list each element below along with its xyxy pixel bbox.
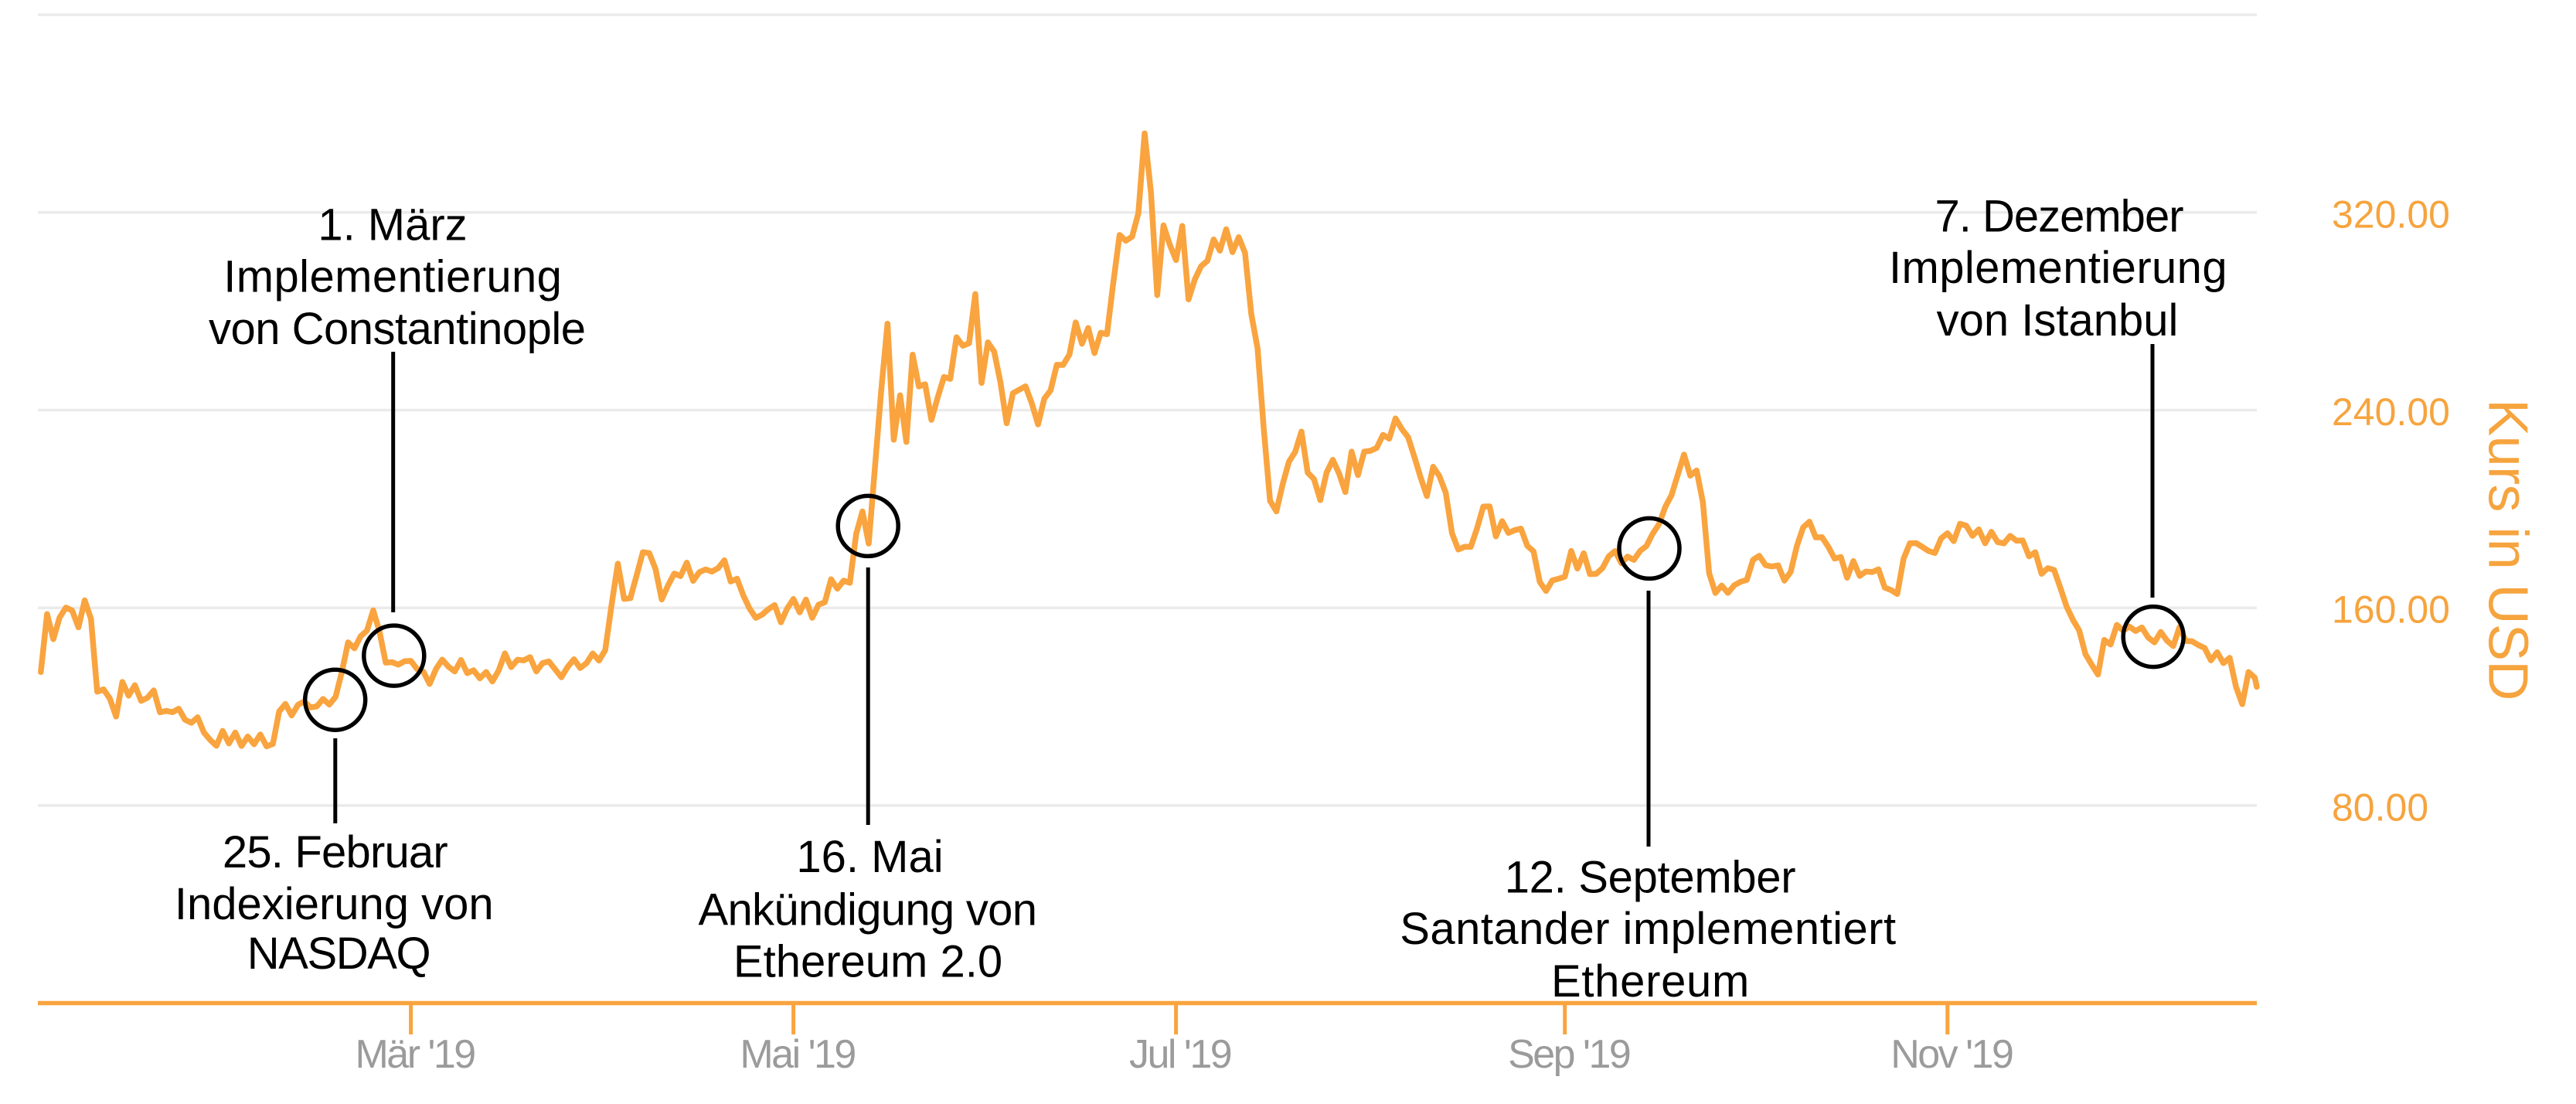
svg-text:7. Dezember: 7. Dezember: [1935, 191, 2183, 241]
svg-text:Implementierung: Implementierung: [1889, 243, 2227, 293]
svg-text:Nov '19: Nov '19: [1890, 1032, 2013, 1077]
svg-text:von Constantinople: von Constantinople: [209, 304, 586, 354]
svg-text:80.00: 80.00: [2332, 785, 2428, 829]
svg-text:240.00: 240.00: [2332, 390, 2450, 434]
svg-text:Sep '19: Sep '19: [1508, 1032, 1630, 1077]
svg-text:von Istanbul: von Istanbul: [1937, 295, 2179, 346]
svg-text:1. März: 1. März: [318, 200, 467, 250]
svg-text:Mär '19: Mär '19: [355, 1032, 475, 1077]
svg-text:Implementierung: Implementierung: [223, 251, 562, 302]
svg-text:25. Februar: 25. Februar: [223, 827, 448, 877]
svg-text:Ankündigung von: Ankündigung von: [699, 885, 1037, 935]
svg-text:12. September: 12. September: [1505, 853, 1796, 903]
svg-text:Santander implementiert: Santander implementiert: [1400, 904, 1896, 954]
svg-text:Mai '19: Mai '19: [740, 1032, 855, 1077]
svg-text:NASDAQ: NASDAQ: [247, 929, 430, 979]
svg-text:Ethereum: Ethereum: [1551, 956, 1750, 1007]
svg-text:320.00: 320.00: [2332, 193, 2450, 236]
svg-text:160.00: 160.00: [2332, 588, 2450, 632]
svg-text:16. Mai: 16. Mai: [796, 832, 943, 882]
svg-text:Ethereum 2.0: Ethereum 2.0: [733, 936, 1002, 986]
svg-text:Jul '19: Jul '19: [1129, 1032, 1231, 1077]
svg-text:Kurs in USD: Kurs in USD: [2477, 399, 2539, 700]
svg-text:Indexierung von: Indexierung von: [175, 879, 494, 929]
